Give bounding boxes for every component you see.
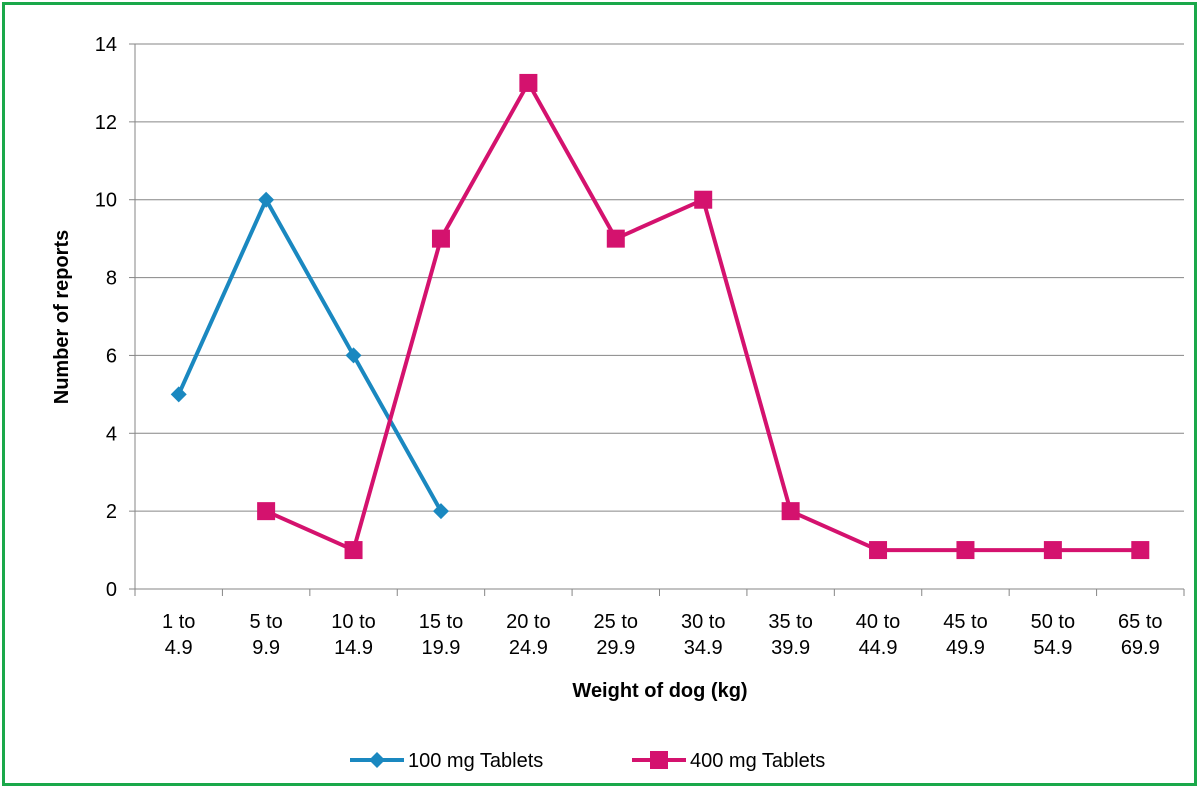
data-point	[432, 503, 449, 520]
x-tick-label: 50 to	[1031, 611, 1075, 633]
y-tick-label: 12	[95, 112, 117, 134]
data-point	[781, 502, 800, 521]
x-tick-label: 15 to	[419, 611, 463, 633]
data-point	[869, 541, 888, 560]
legend: 100 mg Tablets 400 mg Tablets	[350, 750, 825, 772]
data-point	[1131, 541, 1150, 560]
gridlines	[135, 43, 1184, 512]
axes	[129, 43, 1185, 596]
x-tick-label: 45 to	[943, 611, 987, 633]
x-tick-label: 5 to	[249, 611, 282, 633]
data-point	[344, 541, 363, 560]
x-tick-label: 29.9	[596, 637, 635, 659]
x-tick-label: 30 to	[681, 611, 725, 633]
y-tick-label: 2	[106, 501, 117, 523]
data-point	[519, 73, 538, 92]
y-tick-label: 0	[106, 579, 117, 601]
series-line	[176, 197, 443, 513]
legend-item: 400 mg Tablets	[632, 750, 825, 772]
x-tick-label: 19.9	[421, 637, 460, 659]
y-tick-labels: 0 2 4 6 8 10 12 14	[95, 34, 117, 601]
series-400-mg-tablets	[257, 73, 1150, 560]
x-tick-label: 39.9	[771, 637, 810, 659]
data-point	[694, 190, 713, 209]
x-tick-label: 49.9	[946, 637, 985, 659]
legend-label: 400 mg Tablets	[690, 750, 825, 772]
legend-marker	[369, 752, 385, 768]
x-tick-label: 10 to	[331, 611, 375, 633]
data-point	[170, 386, 187, 403]
data-point	[606, 229, 625, 248]
y-tick-label: 4	[106, 423, 117, 445]
legend-marker	[650, 751, 668, 769]
x-tick-label: 35 to	[768, 611, 812, 633]
x-tick-label: 9.9	[252, 637, 280, 659]
data-point	[956, 541, 975, 560]
legend-item: 100 mg Tablets	[350, 750, 543, 772]
y-tick-label: 6	[106, 345, 117, 367]
x-tick-label: 1 to	[162, 611, 195, 633]
x-tick-label: 14.9	[334, 637, 373, 659]
x-tick-label: 69.9	[1121, 637, 1160, 659]
x-tick-label: 40 to	[856, 611, 900, 633]
x-tick-label: 25 to	[594, 611, 638, 633]
x-tick-labels: 1 to 4.9 5 to 9.9 10 to 14.9 15 to 19.9 20 to 24.…	[162, 611, 1163, 659]
data-point	[345, 347, 362, 364]
y-tick-label: 10	[95, 190, 117, 212]
data-point	[431, 229, 450, 248]
series-100-mg-tablets	[170, 191, 449, 520]
series-line	[265, 80, 1141, 553]
series-layer	[170, 73, 1150, 560]
y-tick-label: 14	[95, 34, 117, 56]
x-axis-title: Weight of dog (kg)	[572, 680, 747, 702]
x-tick-label: 65 to	[1118, 611, 1162, 633]
y-axis-title: Number of reports	[51, 230, 73, 404]
data-point	[258, 191, 275, 208]
x-tick-label: 44.9	[859, 637, 898, 659]
data-point	[257, 502, 276, 521]
data-point	[1043, 541, 1062, 560]
x-tick-label: 24.9	[509, 637, 548, 659]
x-tick-label: 4.9	[165, 637, 193, 659]
x-tick-label: 54.9	[1033, 637, 1072, 659]
x-tick-label: 34.9	[684, 637, 723, 659]
x-tick-label: 20 to	[506, 611, 550, 633]
y-tick-label: 8	[106, 268, 117, 290]
legend-label: 100 mg Tablets	[408, 750, 543, 772]
